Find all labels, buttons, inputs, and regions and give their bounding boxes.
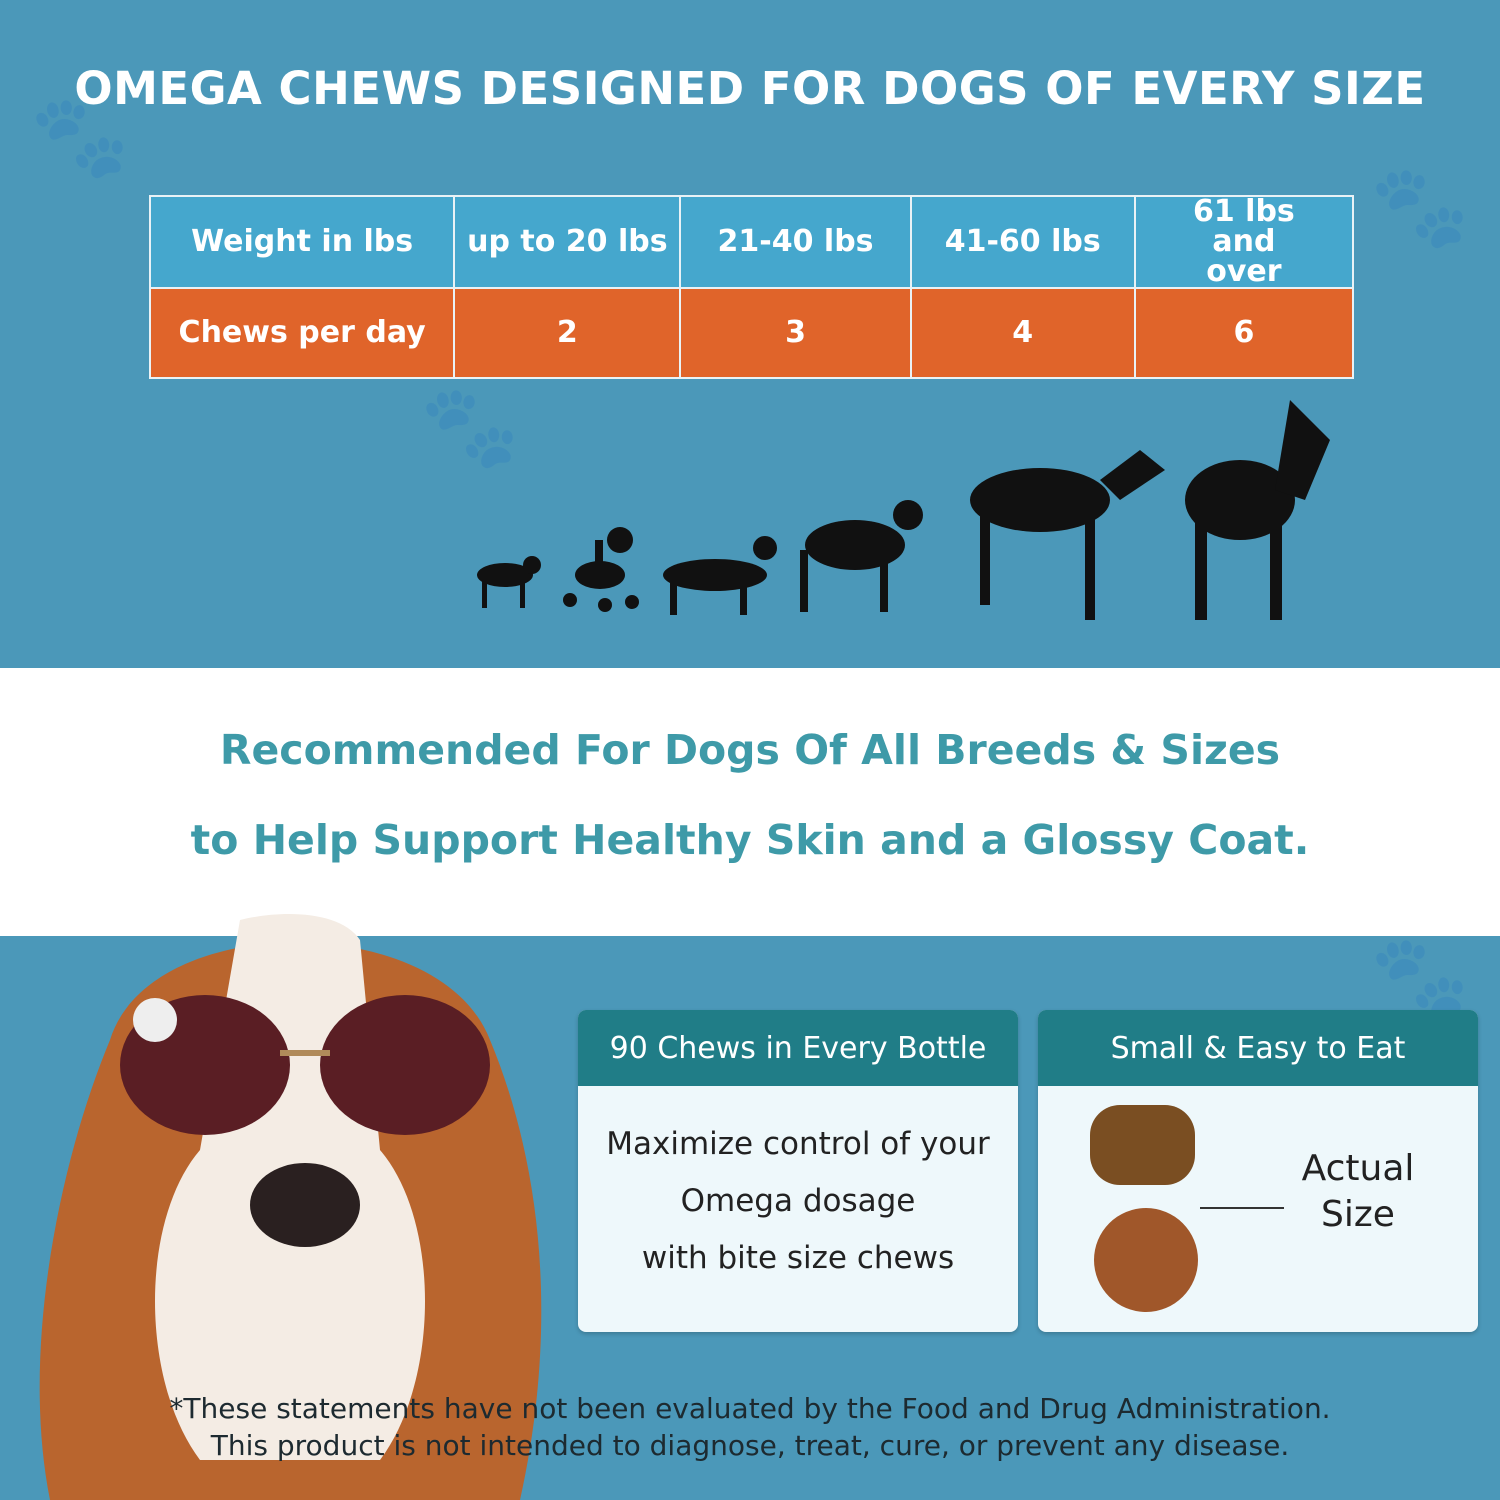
dosage-table: Weight in lbs up to 20 lbs 21-40 lbs 41-… bbox=[148, 195, 1355, 379]
card-text: Maximize control of your bbox=[606, 1126, 990, 1162]
table-header-cell: Weight in lbs bbox=[148, 195, 456, 289]
table-cell: 2 bbox=[453, 287, 682, 379]
actual-size-label: Size bbox=[1321, 1194, 1395, 1235]
table-cell: Chews per day bbox=[148, 287, 456, 379]
paw-icon: 🐾 bbox=[420, 380, 520, 473]
beagle-with-sunglasses-photo bbox=[39, 914, 542, 1500]
chews-per-bottle-card: 90 Chews in Every Bottle Maximize contro… bbox=[578, 1010, 1018, 1332]
headline-line-2: to Help Support Healthy Skin and a Gloss… bbox=[190, 816, 1310, 864]
disclaimer-line: *These statements have not been evaluate… bbox=[169, 1392, 1331, 1425]
headline-line-1: Recommended For Dogs Of All Breeds & Siz… bbox=[219, 726, 1281, 774]
chew-and-penny-image bbox=[1090, 1105, 1284, 1312]
paw-icon: 🐾 bbox=[1370, 930, 1470, 1023]
page-title: OMEGA CHEWS DESIGNED FOR DOGS OF EVERY S… bbox=[74, 62, 1426, 115]
card-text: Omega dosage bbox=[680, 1183, 916, 1219]
card-title: Small & Easy to Eat bbox=[1038, 1010, 1478, 1086]
table-header-cell: up to 20 lbs bbox=[453, 195, 682, 289]
disclaimer-line: This product is not intended to diagnose… bbox=[210, 1429, 1290, 1462]
paw-icon: 🐾 bbox=[1370, 160, 1470, 253]
table-header-cell: 21-40 lbs bbox=[679, 195, 912, 289]
small-easy-card: Small & Easy to Eat Actual Size bbox=[1038, 1010, 1478, 1332]
paw-icon: 🐾 bbox=[30, 90, 130, 183]
table-header-cell: 61 lbs and over bbox=[1133, 195, 1355, 289]
table-cell: 3 bbox=[679, 287, 912, 379]
table-header-cell: 41-60 lbs bbox=[909, 195, 1136, 289]
table-row: Weight in lbs up to 20 lbs 21-40 lbs 41-… bbox=[148, 195, 1355, 289]
table-cell: 6 bbox=[1133, 287, 1355, 379]
fda-disclaimer: *These statements have not been evaluate… bbox=[0, 1390, 1500, 1464]
dog-silhouettes-illustration bbox=[477, 400, 1330, 620]
actual-size-label: Actual bbox=[1301, 1148, 1415, 1189]
table-row: Chews per day 2 3 4 6 bbox=[148, 287, 1355, 379]
table-cell: 4 bbox=[909, 287, 1136, 379]
card-text: with bite size chews bbox=[641, 1240, 955, 1276]
card-title: 90 Chews in Every Bottle bbox=[578, 1010, 1018, 1086]
